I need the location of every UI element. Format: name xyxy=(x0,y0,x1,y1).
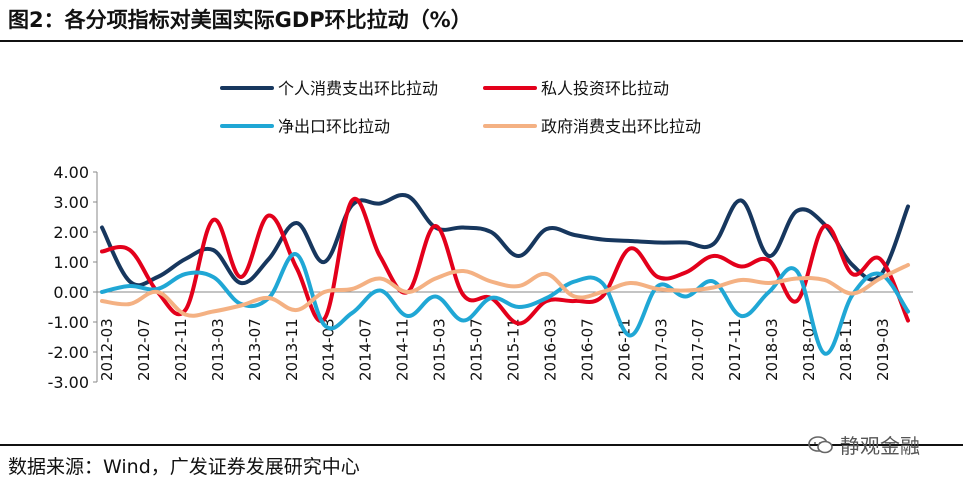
x-tick-label: 2013-07 xyxy=(246,318,264,381)
x-tick-label: 2015-07 xyxy=(468,318,486,381)
x-tick-label: 2014-07 xyxy=(357,318,375,381)
x-tick-label: 2012-03 xyxy=(98,318,116,381)
footer-divider xyxy=(0,444,963,446)
y-tick-label: 3.00 xyxy=(53,193,89,212)
y-tick-label: 1.00 xyxy=(53,253,89,272)
y-tick-label: 0.00 xyxy=(53,283,89,302)
x-tick-label: 2019-03 xyxy=(874,318,892,381)
x-tick-label: 2014-11 xyxy=(394,318,412,381)
legend-label: 政府消费支出环比拉动 xyxy=(541,117,701,136)
x-tick-label: 2017-07 xyxy=(689,318,707,381)
x-tick-label: 2016-07 xyxy=(578,318,596,381)
x-tick-label: 2013-03 xyxy=(209,318,227,381)
x-tick-label: 2018-03 xyxy=(763,318,781,381)
wechat-icon xyxy=(808,435,833,453)
series-line-4 xyxy=(100,263,910,318)
y-tick-label: -3.00 xyxy=(48,373,89,392)
watermark: 静观金融 xyxy=(808,430,920,459)
legend-label: 净出口环比拉动 xyxy=(278,117,390,136)
watermark-text: 静观金融 xyxy=(840,434,920,458)
x-tick-label: 2012-11 xyxy=(172,318,190,381)
x-tick-label: 2016-03 xyxy=(541,318,559,381)
x-tick-label: 2015-11 xyxy=(504,318,522,381)
y-tick-label: 2.00 xyxy=(53,223,89,242)
x-tick-label: 2015-03 xyxy=(431,318,449,381)
x-tick-label: 2017-11 xyxy=(726,318,744,381)
x-tick-label: 2013-11 xyxy=(283,318,301,381)
x-tick-label: 2012-07 xyxy=(135,318,153,381)
x-tick-label: 2018-11 xyxy=(837,318,855,381)
y-tick-label: 4.00 xyxy=(53,163,89,182)
y-tick-label: -1.00 xyxy=(48,313,89,332)
legend-label: 个人消费支出环比拉动 xyxy=(278,79,438,98)
data-source-note: 数据来源：Wind，广发证券发展研究中心 xyxy=(8,456,360,478)
x-tick-label: 2014-03 xyxy=(320,318,338,381)
series-line-1 xyxy=(100,193,910,288)
legend-label: 私人投资环比拉动 xyxy=(541,79,669,98)
x-tick-label: 2017-03 xyxy=(652,318,670,381)
chart-series xyxy=(100,193,910,356)
title-divider xyxy=(0,40,963,42)
chart-title: 图2：各分项指标对美国实际GDP环比拉动（%） xyxy=(8,8,472,32)
y-tick-label: -2.00 xyxy=(48,343,89,362)
chart-axes: 4.00 3.00 2.00 1.00 0.00 -1.00 -2.00 -3.00 2012-… xyxy=(48,163,913,392)
